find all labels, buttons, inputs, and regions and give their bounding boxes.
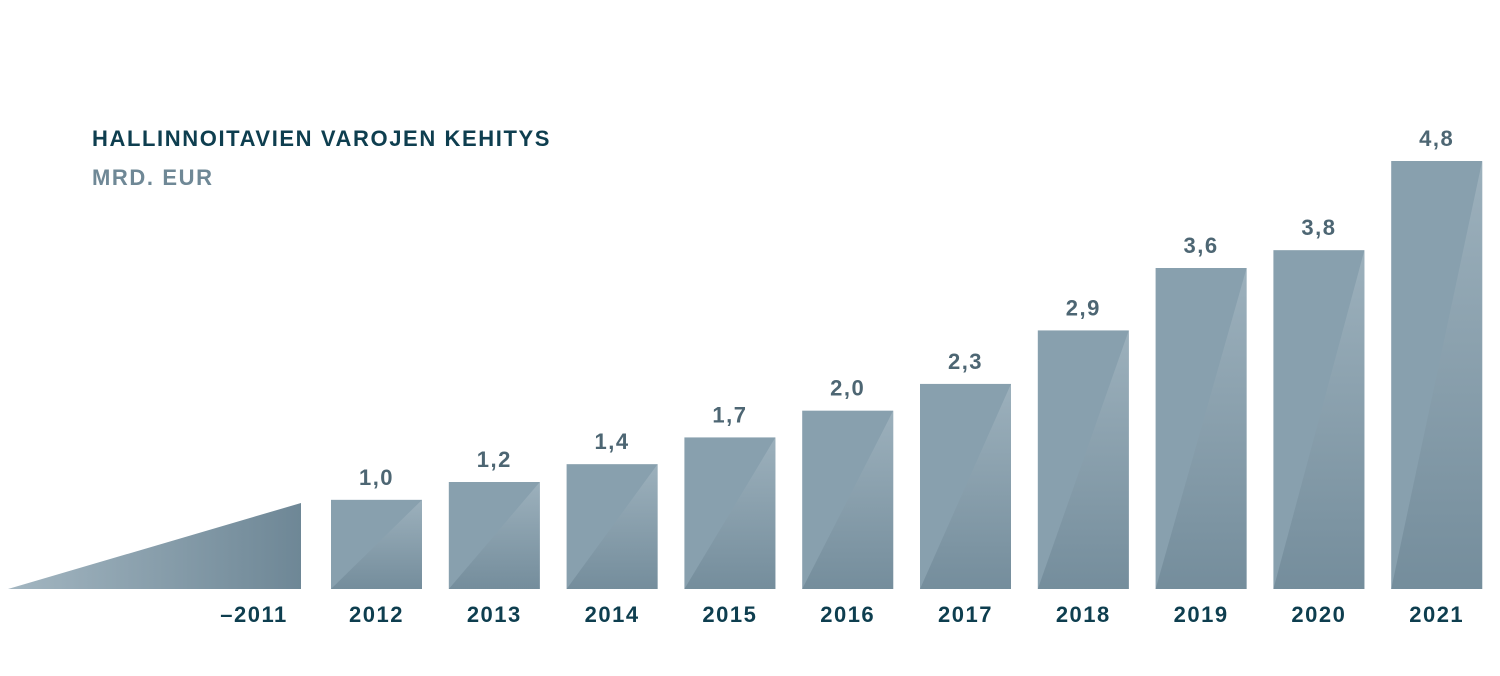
tick-label-2018: 2018 [1056, 602, 1111, 627]
bar-shade-2019 [1155, 268, 1247, 589]
tick-label-2015: 2015 [702, 602, 757, 627]
bar-shade-2016 [802, 410, 894, 589]
tick-label-2020: 2020 [1291, 602, 1346, 627]
bar-shade-2015 [684, 437, 776, 589]
bar-shade-2020 [1273, 250, 1365, 589]
tick-label-2013: 2013 [467, 602, 522, 627]
chart-subtitle: MRD. EUR [92, 165, 214, 190]
tick-label-2021: 2021 [1409, 602, 1464, 627]
data-label-2015: 1,7 [712, 402, 747, 427]
lead-in-ramp [8, 503, 301, 589]
data-label-2020: 3,8 [1301, 215, 1336, 240]
data-label-2016: 2,0 [830, 376, 865, 401]
data-label-2012: 1,0 [359, 465, 394, 490]
data-label-2014: 1,4 [595, 429, 630, 454]
bar-shade-2014 [566, 464, 658, 589]
tick-label-2014: 2014 [585, 602, 640, 627]
bar-shade-2017 [920, 383, 1011, 589]
data-label-2021: 4,8 [1419, 126, 1454, 151]
tick-label-2019: 2019 [1174, 602, 1229, 627]
tick-label-2012: 2012 [349, 602, 404, 627]
tick-label-2017: 2017 [938, 602, 993, 627]
tick-label-2016: 2016 [820, 602, 875, 627]
bar-shade-2018 [1037, 330, 1129, 589]
bar-shade-2021 [1391, 161, 1483, 589]
data-label-2013: 1,2 [477, 447, 512, 472]
data-label-2018: 2,9 [1066, 295, 1101, 320]
tick-label-–2011: –2011 [220, 602, 287, 627]
bar-shade-2013 [448, 482, 540, 589]
bar-shade-2012 [331, 499, 422, 589]
data-label-2017: 2,3 [948, 349, 983, 374]
data-label-2019: 3,6 [1184, 233, 1219, 258]
chart-title: HALLINNOITAVIEN VAROJEN KEHITYS [92, 126, 552, 151]
